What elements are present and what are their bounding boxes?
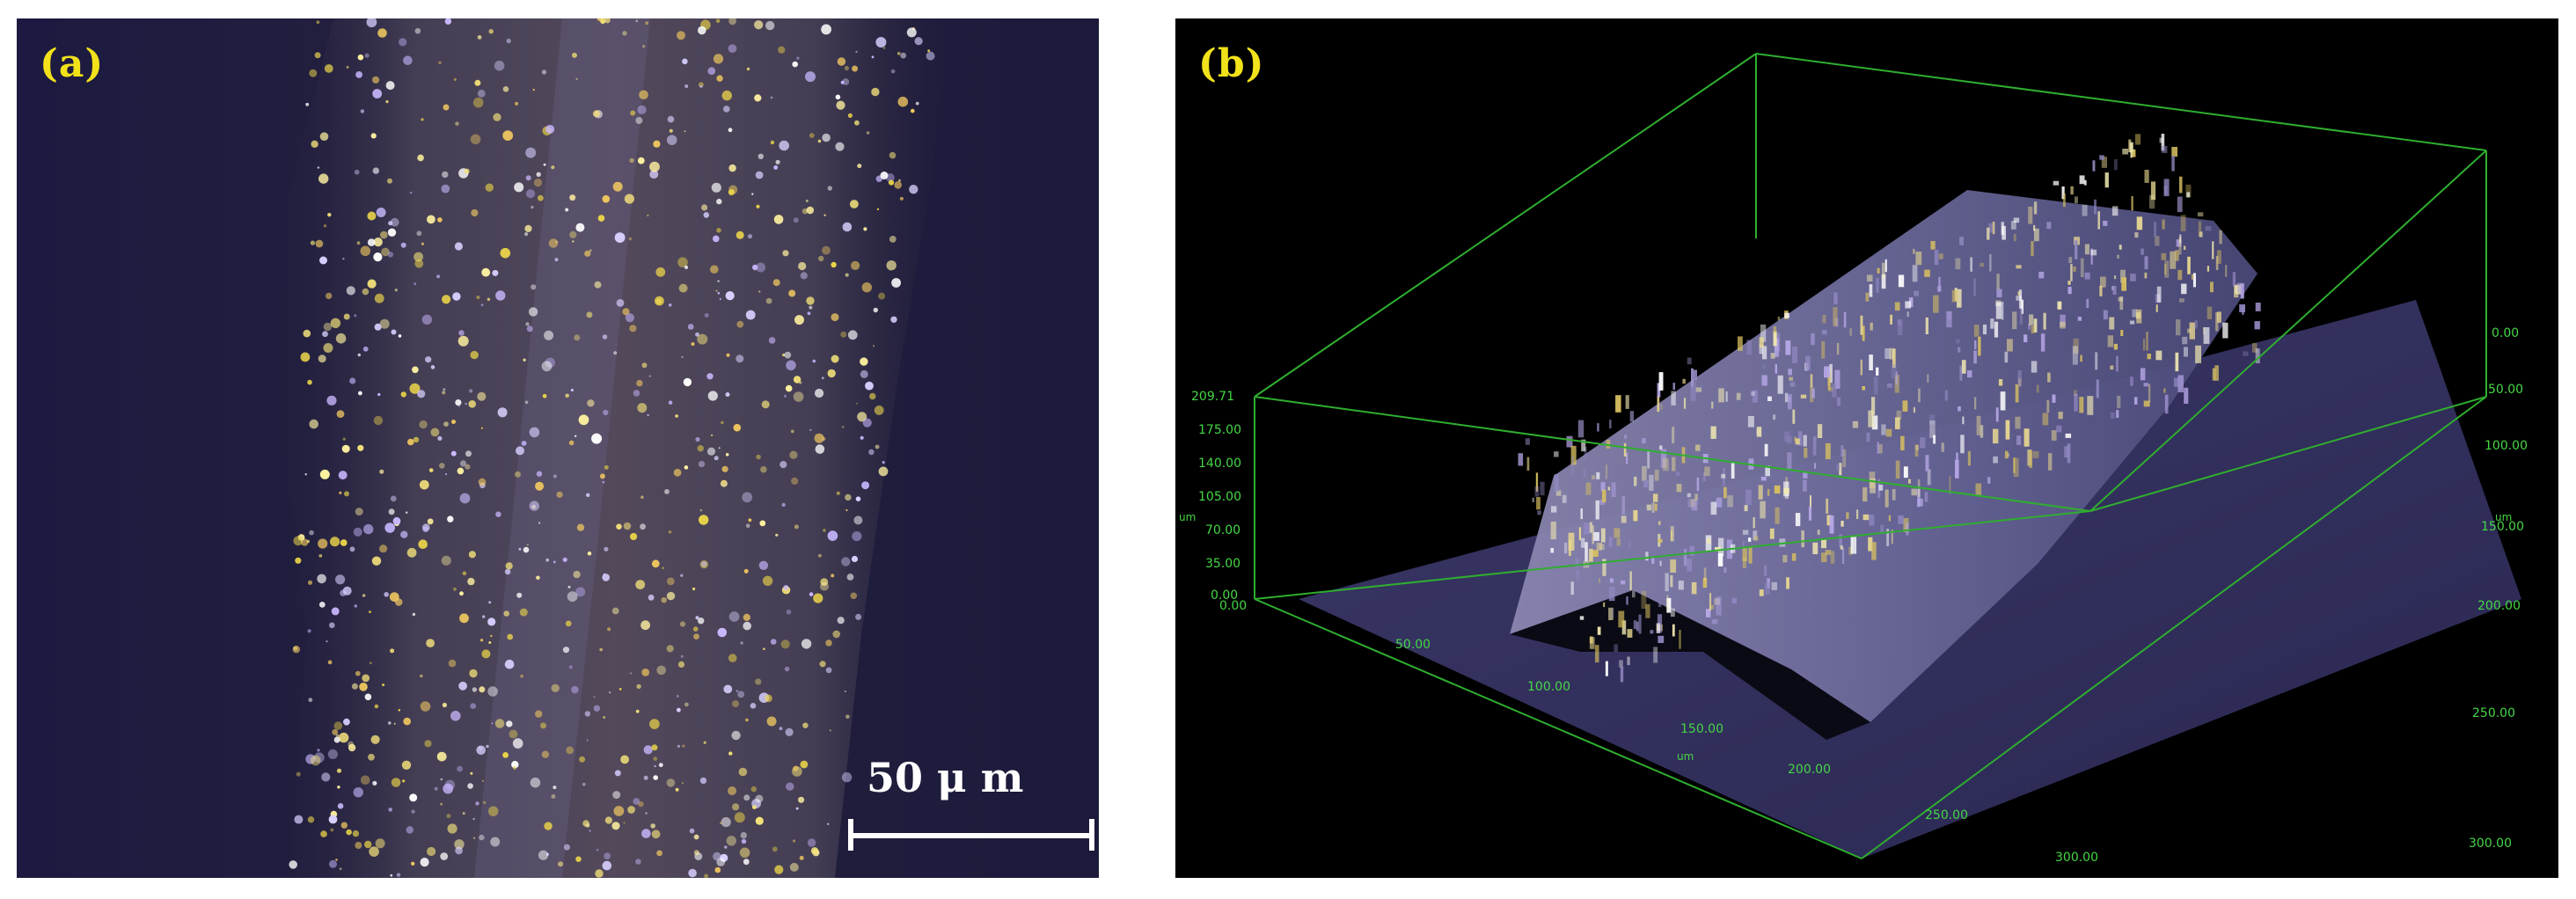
x-tick: 300.00	[2055, 851, 2098, 865]
x-tick: 100.00	[1527, 680, 1570, 694]
z-axis-unit: um	[1179, 511, 1197, 523]
y-axis-unit: um	[2495, 511, 2513, 523]
scale-bar-label: 50 μ m	[867, 754, 1024, 801]
ridge-texture	[1518, 134, 2261, 683]
z-tick: 175.00	[1198, 423, 1241, 437]
x-tick: 0.00	[1219, 599, 1248, 613]
z-tick: 70.00	[1205, 523, 1241, 537]
x-tick: 50.00	[1395, 638, 1431, 652]
z-tick: 140.00	[1198, 457, 1241, 471]
bounding-box	[1254, 53, 2487, 859]
y-tick: 50.00	[2488, 383, 2524, 397]
surface-profile-image	[1254, 53, 2521, 859]
x-tick: 150.00	[1680, 722, 1723, 736]
z-tick: 209.71	[1191, 390, 1234, 404]
z-tick: 0.00	[1211, 588, 1239, 603]
scale-bar	[848, 819, 1094, 851]
x-axis-unit: um	[1677, 750, 1694, 763]
x-tick: 250.00	[1925, 808, 1968, 822]
micrograph-image	[17, 18, 1099, 878]
panel-label-b: (b)	[1198, 41, 1265, 86]
y-tick: 0.00	[2492, 326, 2520, 340]
surface-profile-panel-b: (b) 209.71 175.00 140.00 105.00 70.00 35…	[1175, 18, 2558, 878]
y-tick: 300.00	[2469, 837, 2512, 851]
x-tick: 200.00	[1788, 763, 1831, 777]
coating-band	[281, 18, 949, 878]
deposit-ridge	[1510, 190, 2258, 722]
z-tick: 105.00	[1198, 490, 1241, 504]
y-tick: 100.00	[2485, 439, 2528, 453]
panel-label-a: (a)	[40, 41, 105, 86]
z-tick: 35.00	[1205, 557, 1241, 571]
y-tick: 200.00	[2477, 599, 2521, 613]
y-tick: 150.00	[2481, 520, 2524, 534]
micrograph-panel-a: (a) 50 μ m	[17, 18, 1099, 878]
particle-speckles	[289, 18, 935, 878]
y-tick: 250.00	[2472, 706, 2515, 720]
